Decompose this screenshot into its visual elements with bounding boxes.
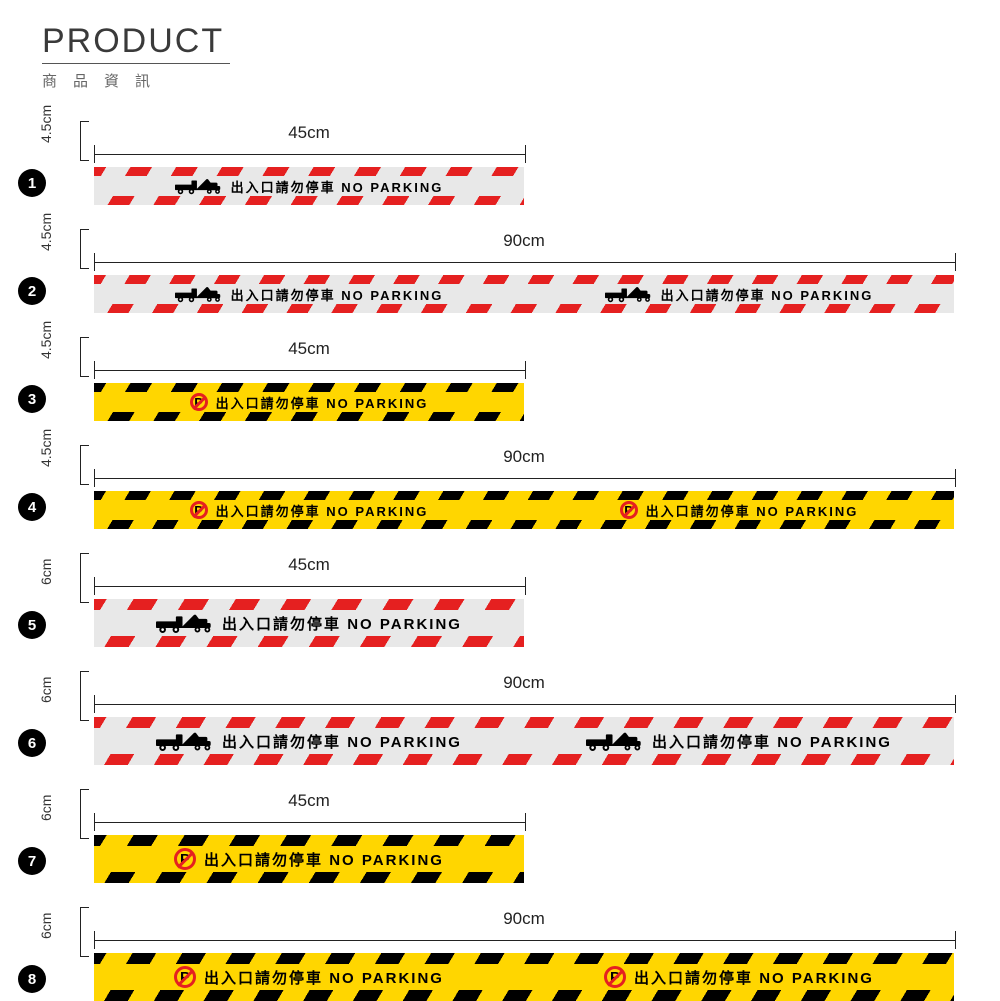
tape-segment: 出入口請勿停車 NO PARKING bbox=[94, 285, 524, 304]
tow-truck-icon bbox=[156, 730, 214, 752]
width-indicator bbox=[94, 695, 956, 713]
width-label: 90cm bbox=[94, 447, 954, 467]
width-label: 90cm bbox=[94, 909, 954, 929]
product-row: 5 6cm 45cm 出入口請勿停車 NO PARKING bbox=[18, 555, 988, 647]
header: PRODUCT 商品資訊 bbox=[0, 0, 1000, 97]
width-label: 45cm bbox=[94, 123, 524, 143]
width-indicator bbox=[94, 253, 956, 271]
tape-sample: 出入口請勿停車 NO PARKING 出入口請勿停車 NO PARKING bbox=[94, 275, 954, 313]
height-label: 6cm bbox=[38, 913, 54, 939]
height-indicator: 6cm bbox=[60, 673, 94, 721]
height-label: 6cm bbox=[38, 559, 54, 585]
tape-message: 出入口請勿停車 NO PARKING bbox=[204, 967, 444, 988]
tape-message: 出入口請勿停車 NO PARKING bbox=[646, 501, 859, 520]
tape-segment: P 出入口請勿停車 NO PARKING bbox=[94, 393, 524, 412]
tow-truck-icon bbox=[175, 177, 223, 195]
no-parking-icon: P bbox=[174, 848, 196, 870]
height-indicator: 4.5cm bbox=[60, 447, 94, 485]
item-number-badge: 8 bbox=[18, 965, 46, 993]
product-row: 1 4.5cm 45cm 出入口請勿停車 NO PARKING bbox=[18, 123, 988, 205]
height-indicator: 4.5cm bbox=[60, 123, 94, 161]
width-indicator bbox=[94, 361, 526, 379]
product-row: 8 6cm 90cm P 出入口請勿停車 NO PARKING P 出入口請勿停… bbox=[18, 909, 988, 1001]
height-indicator: 6cm bbox=[60, 555, 94, 603]
tape-sample: 出入口請勿停車 NO PARKING 出入口請勿停車 NO PARKING bbox=[94, 717, 954, 765]
width-indicator bbox=[94, 469, 956, 487]
no-parking-icon: P bbox=[620, 501, 638, 519]
product-row: 6 6cm 90cm 出入口請勿停車 NO PARKING 出入口請勿停車 NO… bbox=[18, 673, 988, 765]
height-label: 6cm bbox=[38, 677, 54, 703]
tow-truck-icon bbox=[175, 285, 223, 303]
tape-segment: P 出入口請勿停車 NO PARKING bbox=[524, 501, 954, 520]
width-label: 45cm bbox=[94, 791, 524, 811]
item-number-badge: 1 bbox=[18, 169, 46, 197]
height-indicator: 4.5cm bbox=[60, 231, 94, 269]
page-subtitle: 商品資訊 bbox=[42, 70, 1000, 91]
tow-truck-icon bbox=[586, 730, 644, 752]
tape-segment: 出入口請勿停車 NO PARKING bbox=[94, 612, 524, 634]
tape-message: 出入口請勿停車 NO PARKING bbox=[231, 285, 444, 304]
height-label: 4.5cm bbox=[38, 105, 54, 143]
tape-segment: 出入口請勿停車 NO PARKING bbox=[94, 730, 524, 752]
tape-message: 出入口請勿停車 NO PARKING bbox=[634, 967, 874, 988]
tape-segment: P 出入口請勿停車 NO PARKING bbox=[94, 848, 524, 870]
tape-sample: P 出入口請勿停車 NO PARKING bbox=[94, 383, 524, 421]
product-row: 2 4.5cm 90cm 出入口請勿停車 NO PARKING 出入口請勿停車 … bbox=[18, 231, 988, 313]
item-number-badge: 7 bbox=[18, 847, 46, 875]
tow-truck-icon bbox=[156, 612, 214, 634]
height-indicator: 6cm bbox=[60, 791, 94, 839]
tape-sample: 出入口請勿停車 NO PARKING bbox=[94, 167, 524, 205]
tape-message: 出入口請勿停車 NO PARKING bbox=[661, 285, 874, 304]
tape-message: 出入口請勿停車 NO PARKING bbox=[216, 501, 429, 520]
height-label: 4.5cm bbox=[38, 213, 54, 251]
width-label: 45cm bbox=[94, 555, 524, 575]
width-indicator bbox=[94, 931, 956, 949]
tape-message: 出入口請勿停車 NO PARKING bbox=[216, 393, 429, 412]
product-row: 7 6cm 45cm P 出入口請勿停車 NO PARKING bbox=[18, 791, 988, 883]
page-title: PRODUCT bbox=[42, 22, 230, 64]
tape-message: 出入口請勿停車 NO PARKING bbox=[204, 849, 444, 870]
height-label: 4.5cm bbox=[38, 429, 54, 467]
tow-truck-icon bbox=[605, 285, 653, 303]
width-label: 45cm bbox=[94, 339, 524, 359]
height-indicator: 4.5cm bbox=[60, 339, 94, 377]
tape-segment: P 出入口請勿停車 NO PARKING bbox=[524, 966, 954, 988]
height-label: 6cm bbox=[38, 795, 54, 821]
tape-sample: 出入口請勿停車 NO PARKING bbox=[94, 599, 524, 647]
no-parking-icon: P bbox=[174, 966, 196, 988]
tape-segment: P 出入口請勿停車 NO PARKING bbox=[94, 501, 524, 520]
tape-message: 出入口請勿停車 NO PARKING bbox=[222, 731, 462, 752]
width-label: 90cm bbox=[94, 673, 954, 693]
tape-segment: 出入口請勿停車 NO PARKING bbox=[94, 177, 524, 196]
tape-segment: P 出入口請勿停車 NO PARKING bbox=[94, 966, 524, 988]
width-indicator bbox=[94, 813, 526, 831]
item-number-badge: 6 bbox=[18, 729, 46, 757]
height-indicator: 6cm bbox=[60, 909, 94, 957]
item-number-badge: 3 bbox=[18, 385, 46, 413]
width-label: 90cm bbox=[94, 231, 954, 251]
product-row: 4 4.5cm 90cm P 出入口請勿停車 NO PARKING P 出入口請… bbox=[18, 447, 988, 529]
tape-message: 出入口請勿停車 NO PARKING bbox=[652, 731, 892, 752]
product-catalog: 1 4.5cm 45cm 出入口請勿停車 NO PARKING 2 4.5cm … bbox=[0, 97, 1000, 1001]
product-row: 3 4.5cm 45cm P 出入口請勿停車 NO PARKING bbox=[18, 339, 988, 421]
tape-segment: 出入口請勿停車 NO PARKING bbox=[524, 285, 954, 304]
no-parking-icon: P bbox=[190, 393, 208, 411]
item-number-badge: 2 bbox=[18, 277, 46, 305]
no-parking-icon: P bbox=[604, 966, 626, 988]
width-indicator bbox=[94, 577, 526, 595]
tape-sample: P 出入口請勿停車 NO PARKING bbox=[94, 835, 524, 883]
no-parking-icon: P bbox=[190, 501, 208, 519]
item-number-badge: 4 bbox=[18, 493, 46, 521]
tape-sample: P 出入口請勿停車 NO PARKING P 出入口請勿停車 NO PARKIN… bbox=[94, 491, 954, 529]
item-number-badge: 5 bbox=[18, 611, 46, 639]
tape-sample: P 出入口請勿停車 NO PARKING P 出入口請勿停車 NO PARKIN… bbox=[94, 953, 954, 1001]
tape-segment: 出入口請勿停車 NO PARKING bbox=[524, 730, 954, 752]
height-label: 4.5cm bbox=[38, 321, 54, 359]
tape-message: 出入口請勿停車 NO PARKING bbox=[231, 177, 444, 196]
tape-message: 出入口請勿停車 NO PARKING bbox=[222, 613, 462, 634]
width-indicator bbox=[94, 145, 526, 163]
